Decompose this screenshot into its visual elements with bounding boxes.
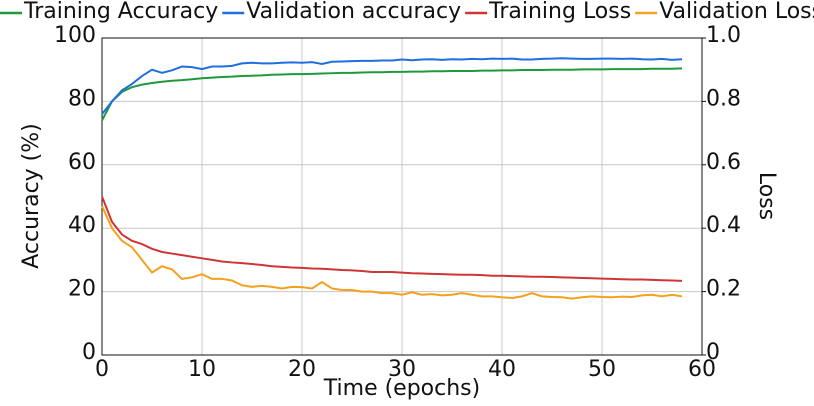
legend-label: Validation accuracy — [246, 0, 461, 24]
series-line — [101, 67, 683, 121]
y2-tick-label: 1.0 — [706, 23, 741, 48]
y2-tick-label: 0 — [706, 340, 720, 365]
x-tick-label: 40 — [488, 357, 516, 382]
y2-tick-label: 0.2 — [706, 277, 741, 302]
y-tick-label: 80 — [68, 86, 96, 111]
legend-label: Training Loss — [488, 0, 631, 24]
y-axis-label: Accuracy (%) — [19, 123, 44, 269]
y2-tick-label: 0.8 — [706, 86, 741, 111]
legend-label: Validation Loss — [659, 0, 814, 24]
x-axis-label: Time (epochs) — [323, 376, 480, 401]
x-tick-label: 0 — [95, 357, 109, 382]
series-line — [101, 57, 683, 115]
y-tick-label: 100 — [54, 23, 96, 48]
series-line — [101, 196, 683, 282]
y-tick-label: 60 — [68, 150, 96, 175]
x-tick-label: 60 — [688, 357, 716, 382]
y2-tick-label: 0.6 — [706, 150, 741, 175]
y-tick-label: 20 — [68, 277, 96, 302]
x-tick-label: 20 — [288, 357, 316, 382]
x-tick-label: 30 — [388, 357, 416, 382]
y-tick-label: 40 — [68, 213, 96, 238]
y-tick-label: 0 — [82, 340, 96, 365]
x-tick-label: 50 — [588, 357, 616, 382]
x-tick-label: 10 — [188, 357, 216, 382]
legend-label: Training Accuracy — [23, 0, 218, 24]
series-line — [101, 205, 683, 300]
y2-tick-label: 0.4 — [706, 213, 741, 238]
y2-axis-label: Loss — [754, 172, 779, 220]
